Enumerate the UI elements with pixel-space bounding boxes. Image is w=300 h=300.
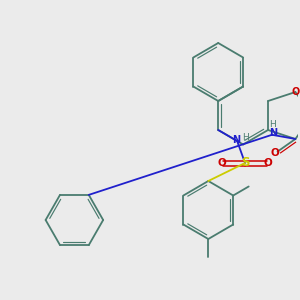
Text: H: H [242, 133, 249, 142]
Text: O: O [291, 87, 299, 97]
Text: O: O [263, 158, 272, 168]
Text: O: O [270, 148, 279, 158]
Text: O: O [218, 158, 226, 168]
Text: N: N [269, 128, 277, 138]
Text: S: S [241, 157, 249, 169]
Text: N: N [232, 135, 240, 145]
Text: H: H [270, 120, 276, 129]
